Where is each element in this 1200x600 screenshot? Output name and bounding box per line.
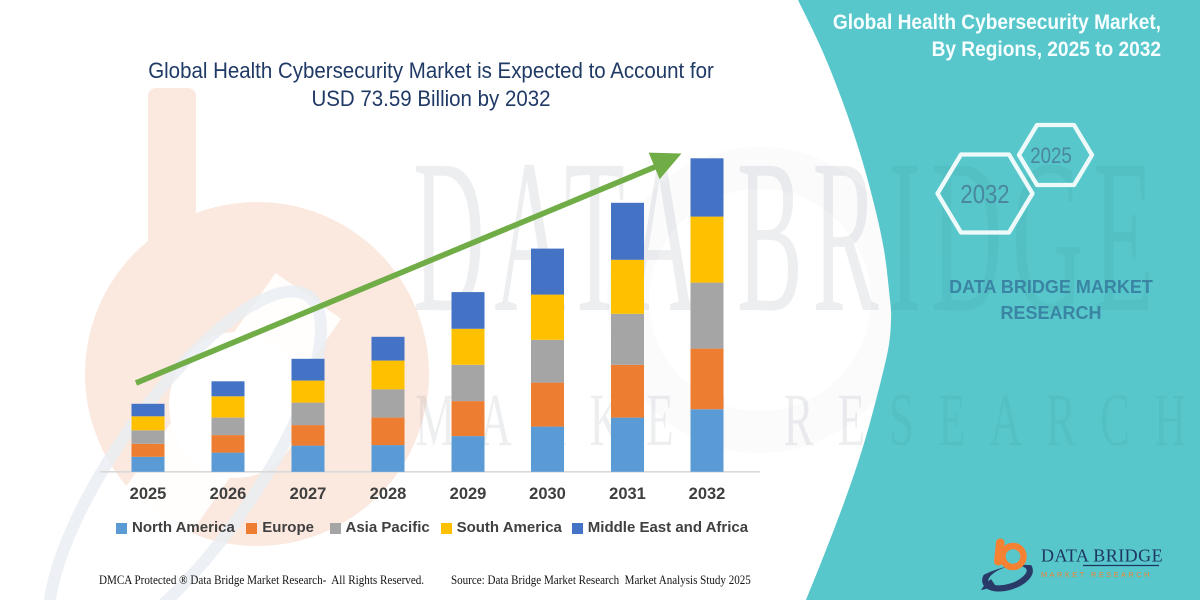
- svg-text:DATA BRIDGE: DATA BRIDGE: [1041, 546, 1163, 566]
- svg-text:2025: 2025: [1030, 145, 1072, 169]
- svg-text:2032: 2032: [960, 180, 1009, 209]
- svg-text:MARKET RESEARCH: MARKET RESEARCH: [1041, 570, 1152, 579]
